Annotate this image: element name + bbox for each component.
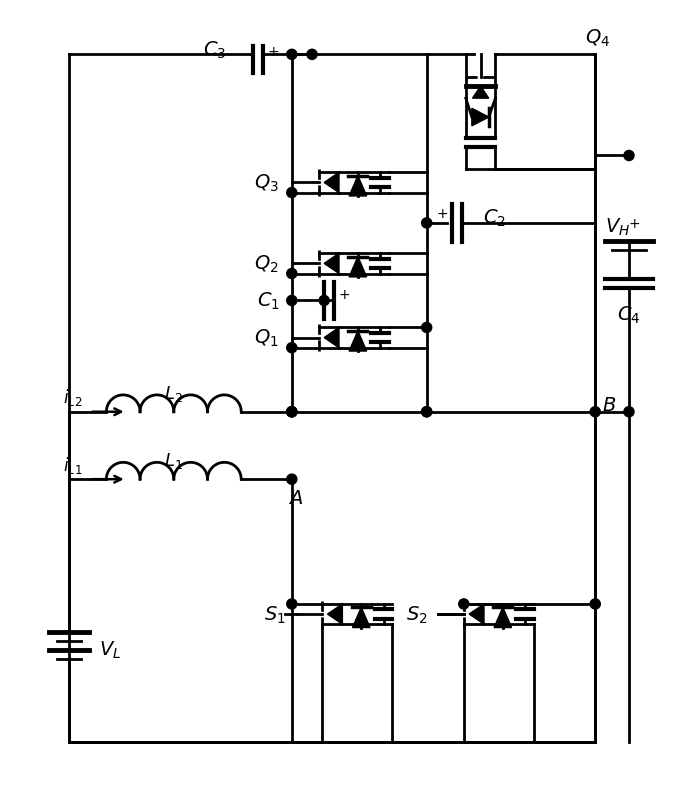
Text: $+$: $+$ — [436, 208, 448, 221]
Text: $L_1$: $L_1$ — [164, 451, 183, 470]
Circle shape — [287, 599, 297, 609]
Circle shape — [287, 474, 297, 485]
Polygon shape — [349, 257, 367, 277]
Text: $V_H$: $V_H$ — [605, 217, 631, 238]
Polygon shape — [324, 173, 339, 193]
Text: $C_3$: $C_3$ — [203, 39, 226, 61]
Circle shape — [422, 407, 432, 418]
Text: $V_L$: $V_L$ — [99, 639, 121, 661]
Polygon shape — [324, 254, 339, 274]
Circle shape — [287, 50, 297, 60]
Polygon shape — [472, 109, 489, 127]
Text: $C_1$: $C_1$ — [257, 290, 280, 311]
Circle shape — [287, 407, 297, 418]
Circle shape — [287, 188, 297, 199]
Polygon shape — [494, 607, 512, 628]
Polygon shape — [353, 607, 370, 628]
Circle shape — [624, 151, 634, 161]
Text: $C_4$: $C_4$ — [617, 304, 641, 325]
Text: $+$: $+$ — [629, 217, 641, 230]
Circle shape — [422, 219, 432, 229]
Text: $+$: $+$ — [338, 287, 350, 302]
Circle shape — [287, 296, 297, 307]
Polygon shape — [327, 604, 342, 624]
Polygon shape — [349, 177, 367, 197]
Text: $C_2$: $C_2$ — [483, 208, 506, 229]
Text: $Q_4$: $Q_4$ — [585, 28, 610, 49]
Polygon shape — [473, 87, 489, 99]
Circle shape — [287, 407, 297, 418]
Circle shape — [422, 407, 432, 418]
Text: $Q_3$: $Q_3$ — [254, 173, 279, 194]
Polygon shape — [469, 604, 484, 624]
Circle shape — [307, 50, 317, 60]
Polygon shape — [324, 328, 339, 348]
Polygon shape — [349, 332, 367, 352]
Text: $S_1$: $S_1$ — [264, 603, 286, 625]
Circle shape — [590, 599, 600, 609]
Text: $Q_1$: $Q_1$ — [254, 328, 279, 349]
Circle shape — [287, 343, 297, 354]
Circle shape — [459, 599, 468, 609]
Text: $+$: $+$ — [267, 45, 279, 59]
Text: $i_{L1}$: $i_{L1}$ — [63, 454, 82, 475]
Circle shape — [287, 269, 297, 279]
Circle shape — [624, 407, 634, 418]
Text: $A$: $A$ — [287, 490, 302, 508]
Circle shape — [287, 407, 297, 418]
Circle shape — [319, 296, 330, 307]
Text: $S_2$: $S_2$ — [405, 603, 427, 625]
Text: $i_{L2}$: $i_{L2}$ — [63, 387, 82, 408]
Text: $L_2$: $L_2$ — [164, 384, 183, 403]
Circle shape — [590, 407, 600, 418]
Text: $B$: $B$ — [602, 397, 616, 414]
Text: $Q_2$: $Q_2$ — [254, 253, 279, 275]
Circle shape — [422, 323, 432, 333]
